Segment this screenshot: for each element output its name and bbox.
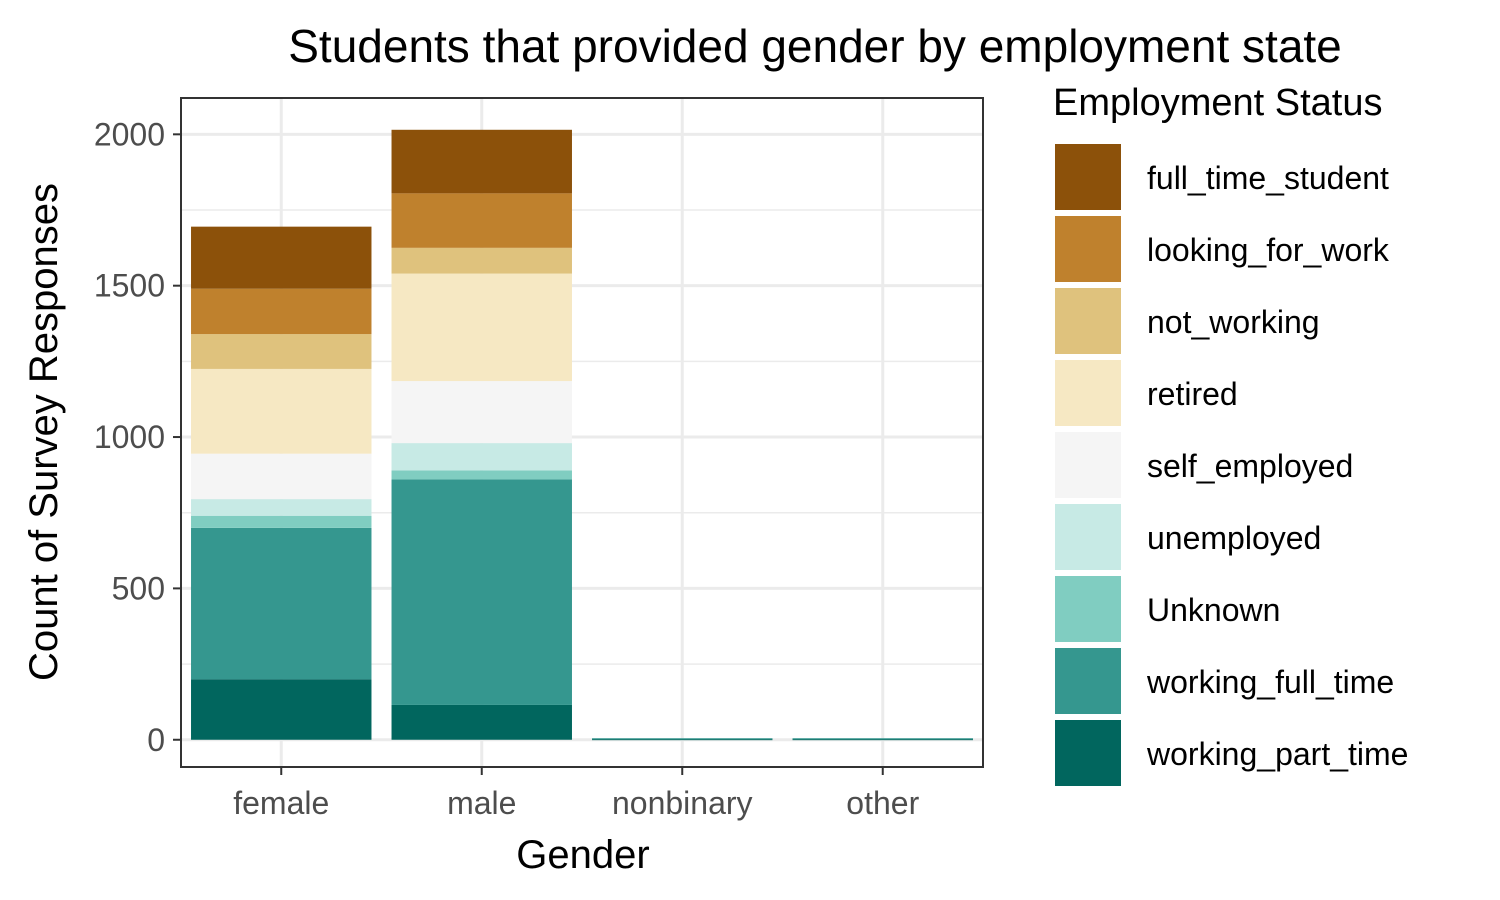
- y-axis-title: Count of Survey Responses: [22, 183, 66, 681]
- bar-female-self_employed: [191, 453, 372, 500]
- legend-label: full_time_student: [1147, 160, 1389, 196]
- bar-male-not_working: [391, 247, 572, 274]
- legend-swatch: [1055, 648, 1121, 714]
- bar-male-looking_for_work: [391, 193, 572, 248]
- legend-swatch: [1055, 504, 1121, 570]
- bar-male-Unknown: [391, 470, 572, 480]
- legend-swatch: [1055, 144, 1121, 210]
- x-tick-label: other: [846, 785, 919, 821]
- x-axis: female male nonbinary other: [233, 767, 920, 821]
- bar-nonbinary-working_full_time: [592, 738, 773, 740]
- plot-border: [180, 97, 984, 768]
- bar-female-looking_for_work: [191, 288, 372, 335]
- legend-label: working_part_time: [1146, 736, 1408, 772]
- bar-female-working_full_time: [191, 527, 372, 680]
- legend: Employment Status full_time_studentlooki…: [1053, 82, 1408, 786]
- legend-swatch: [1055, 576, 1121, 642]
- bar-male-working_full_time: [391, 479, 572, 705]
- legend-swatch: [1055, 432, 1121, 498]
- bar-female-unemployed: [191, 499, 372, 516]
- legend-label: self_employed: [1147, 448, 1353, 484]
- bar-other-working_part_time: [792, 739, 973, 741]
- x-tick-label: female: [233, 785, 329, 821]
- bar-other-working_full_time: [792, 738, 973, 740]
- y-tick-label: 500: [112, 570, 165, 606]
- bar-nonbinary-working_part_time: [592, 739, 773, 741]
- x-tick-label: male: [447, 785, 516, 821]
- x-tick-label: nonbinary: [612, 785, 753, 821]
- legend-label: not_working: [1147, 304, 1320, 340]
- y-tick-label: 0: [147, 722, 165, 758]
- x-axis-title: Gender: [516, 833, 649, 877]
- chart-title: Students that provided gender by employm…: [288, 20, 1342, 72]
- bar-female-not_working: [191, 334, 372, 369]
- bar-male-working_part_time: [391, 704, 572, 740]
- legend-swatch: [1055, 288, 1121, 354]
- bar-female-Unknown: [191, 515, 372, 528]
- legend-swatch: [1055, 360, 1121, 426]
- bar-male-full_time_student: [391, 129, 572, 194]
- bars: [191, 129, 973, 741]
- bar-female-retired: [191, 368, 372, 454]
- legend-label: looking_for_work: [1147, 232, 1390, 268]
- legend-title: Employment Status: [1053, 82, 1382, 124]
- bar-female-working_part_time: [191, 679, 372, 740]
- y-tick-label: 1000: [94, 419, 165, 455]
- y-axis: 0 500 1000 1500 2000: [94, 116, 181, 758]
- legend-label: unemployed: [1147, 520, 1321, 556]
- bar-male-self_employed: [391, 381, 572, 444]
- legend-swatch: [1055, 216, 1121, 282]
- legend-label: retired: [1147, 376, 1238, 412]
- bar-male-unemployed: [391, 443, 572, 471]
- y-tick-label: 2000: [94, 116, 165, 152]
- bar-male-retired: [391, 273, 572, 382]
- legend-label: working_full_time: [1146, 664, 1394, 700]
- y-tick-label: 1500: [94, 268, 165, 304]
- legend-swatch: [1055, 720, 1121, 786]
- legend-label: Unknown: [1147, 592, 1280, 628]
- bar-female-full_time_student: [191, 226, 372, 289]
